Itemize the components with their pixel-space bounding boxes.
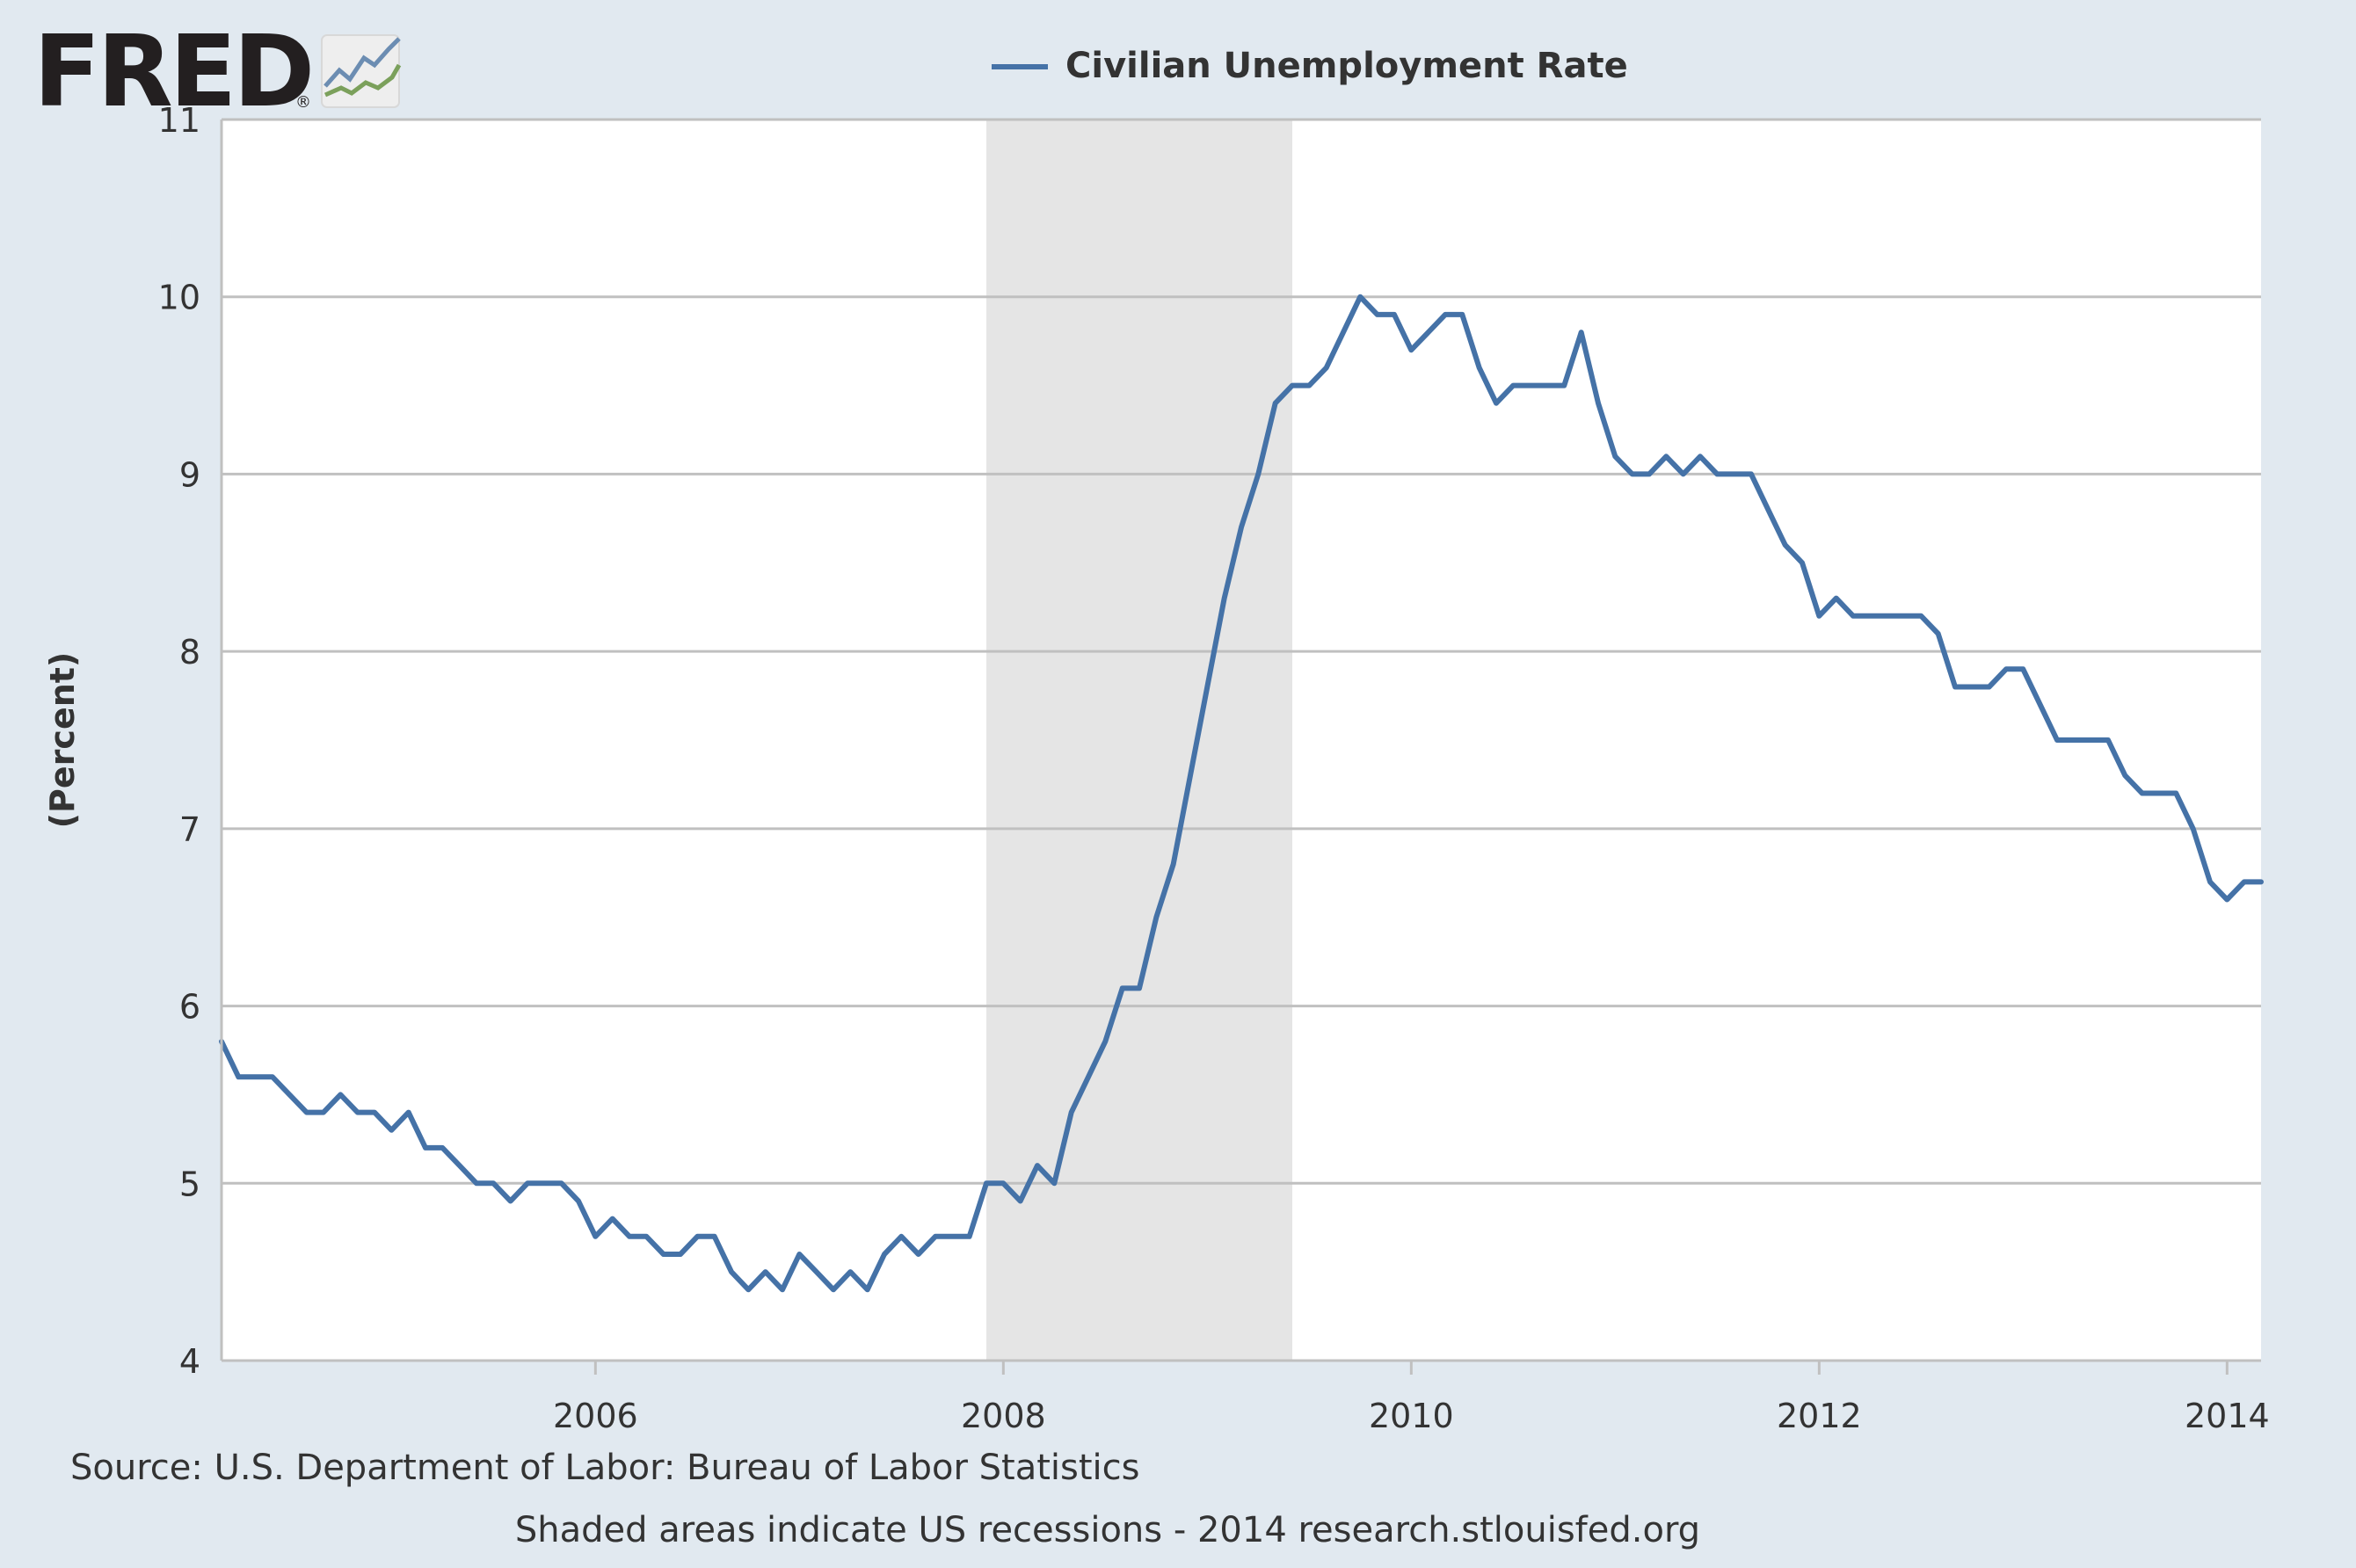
y-axis-label: (Percent) [43, 652, 82, 829]
x-tick-label-2012: 2012 [1777, 1397, 1862, 1435]
x-axis: 2006 2008 2010 2012 2014 [222, 1359, 2270, 1435]
recession-shading-layer [986, 120, 1292, 1361]
legend-label-civilian-unemployment-rate: Civilian Unemployment Rate [1065, 46, 1628, 86]
series-layer [219, 294, 2264, 1293]
y-tick-label-4: 4 [179, 1342, 200, 1381]
fred-logo-text: FRED [33, 15, 311, 129]
recession-band-0 [986, 120, 1292, 1361]
y-tick-label-8: 8 [179, 633, 200, 671]
y-tick-label-9: 9 [179, 455, 200, 494]
y-axis: 4 5 6 7 8 9 10 11 [158, 101, 223, 1381]
x-tick-label-2008: 2008 [961, 1397, 1046, 1435]
legend: Civilian Unemployment Rate [992, 46, 1628, 86]
fred-sparkline-icon [321, 34, 402, 108]
y-tick-label-6: 6 [179, 988, 200, 1027]
fred-logo-registered-mark: ® [295, 93, 311, 112]
y-tick-label-10: 10 [158, 279, 200, 317]
series-line-0 [219, 294, 2264, 1293]
y-tick-label-5: 5 [179, 1165, 200, 1203]
source-note: Source: U.S. Department of Labor: Bureau… [70, 1448, 1140, 1488]
recession-note: Shaded areas indicate US recessions - 20… [515, 1510, 1700, 1550]
y-tick-label-7: 7 [179, 810, 200, 849]
fred-logo: FRED ® [33, 15, 402, 129]
x-tick-label-2014: 2014 [2185, 1397, 2270, 1435]
y-tick-label-11: 11 [158, 101, 200, 140]
x-tick-label-2006: 2006 [553, 1397, 638, 1435]
x-tick-label-2010: 2010 [1369, 1397, 1454, 1435]
